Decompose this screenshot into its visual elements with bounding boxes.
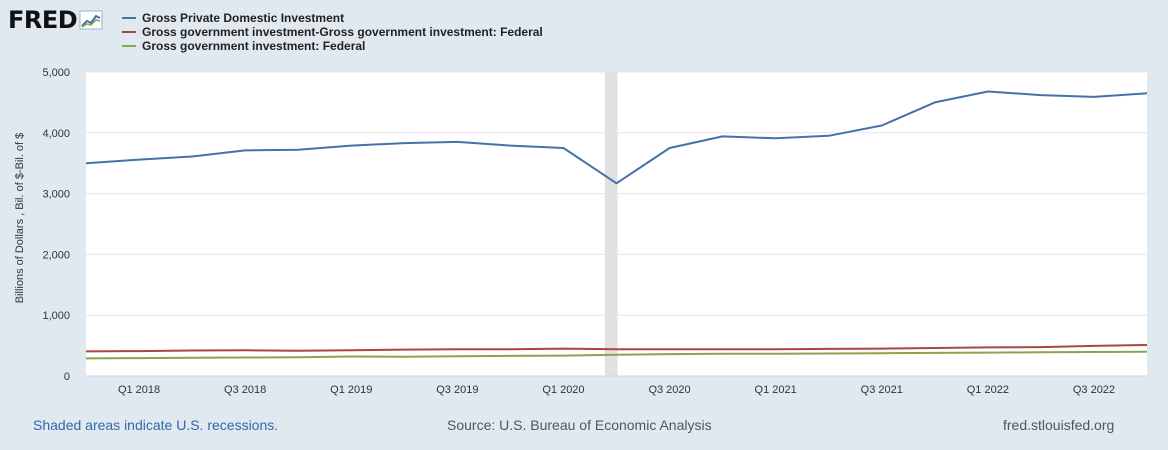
legend-label: Gross government investment-Gross govern… xyxy=(142,25,543,39)
legend-item-2[interactable]: Gross government investment-Gross govern… xyxy=(122,25,543,39)
legend-item-1[interactable]: Gross Private Domestic Investment xyxy=(122,11,543,25)
y-axis-label: Billions of Dollars , Bil. of $-Bil. of … xyxy=(14,133,26,304)
x-tick-label: Q1 2022 xyxy=(967,384,1009,396)
legend-swatch xyxy=(122,31,136,33)
legend-label: Gross government investment: Federal xyxy=(142,39,366,53)
fred-logo[interactable]: FRED xyxy=(8,6,103,34)
y-tick-label: 5,000 xyxy=(42,67,70,79)
y-tick-label: 4,000 xyxy=(42,128,70,140)
y-tick-label: 2,000 xyxy=(42,249,70,261)
legend-swatch xyxy=(122,17,136,19)
legend-swatch xyxy=(122,45,136,47)
series-line-1 xyxy=(85,90,1148,185)
y-tick-label: 1,000 xyxy=(42,310,70,322)
x-tick-label: Q1 2021 xyxy=(755,384,797,396)
x-tick-label: Q3 2019 xyxy=(436,384,478,396)
x-tick-label: Q1 2019 xyxy=(330,384,372,396)
x-tick-label: Q3 2022 xyxy=(1073,384,1115,396)
trend-graph-icon xyxy=(79,10,103,30)
x-tick-label: Q3 2020 xyxy=(648,384,690,396)
series-line-2 xyxy=(85,344,1148,353)
chart-legend: Gross Private Domestic Investment Gross g… xyxy=(122,11,543,53)
x-tick-label: Q1 2018 xyxy=(118,384,160,396)
line-chart: 0 1,000 2,000 3,000 4,000 5,000 Q1 2018 Q3 2018… xyxy=(14,67,1148,396)
site-link[interactable]: fred.stlouisfed.org xyxy=(1003,417,1115,433)
y-tick-label: 0 xyxy=(64,371,70,383)
recession-note: Shaded areas indicate U.S. recessions. xyxy=(33,417,279,433)
x-tick-label: Q3 2018 xyxy=(224,384,266,396)
x-tick-label: Q1 2020 xyxy=(542,384,584,396)
legend-item-3[interactable]: Gross government investment: Federal xyxy=(122,39,543,53)
logo-text: FRED xyxy=(8,6,78,34)
y-tick-label: 3,000 xyxy=(42,189,70,201)
recession-band xyxy=(604,72,618,376)
source-note: Source: U.S. Bureau of Economic Analysis xyxy=(447,417,712,433)
series-line-3 xyxy=(85,350,1148,360)
x-tick-label: Q3 2021 xyxy=(861,384,903,396)
legend-label: Gross Private Domestic Investment xyxy=(142,11,345,25)
